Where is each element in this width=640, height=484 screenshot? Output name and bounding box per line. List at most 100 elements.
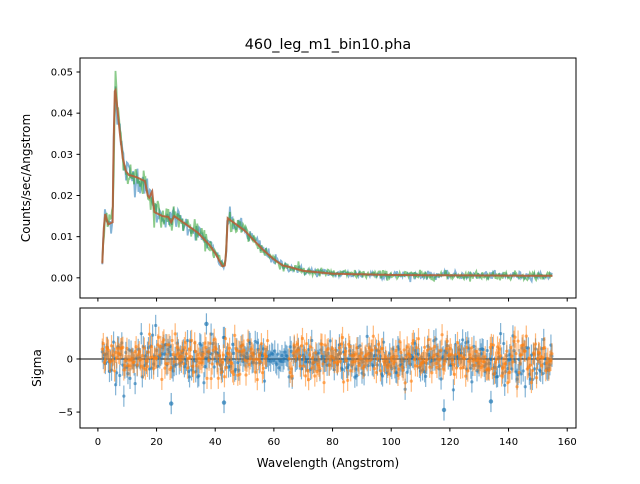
residuals_2-point (430, 362, 434, 384)
residuals_2-point (121, 336, 125, 358)
residuals_2-point (223, 327, 228, 350)
marker (534, 376, 539, 380)
marker (367, 346, 371, 350)
residuals_2-point (550, 343, 554, 365)
marker (244, 373, 248, 377)
top-y-tick-label: 0.00 (51, 273, 73, 284)
marker (172, 360, 176, 364)
residuals_2-point (543, 337, 547, 359)
marker (292, 343, 296, 347)
marker (395, 354, 399, 359)
residuals_2-point (205, 367, 209, 389)
residuals_2-point (533, 333, 538, 355)
residuals_2-point (403, 372, 407, 394)
marker (371, 334, 375, 338)
residuals_1-point (365, 325, 369, 347)
residuals_1-point (114, 374, 118, 396)
top-y-axis-label: Counts/sec/Angstrom (19, 114, 33, 242)
residuals_2-point (473, 354, 477, 377)
residuals_2-point (238, 363, 242, 385)
residuals_2-point (180, 340, 184, 362)
marker (435, 365, 439, 370)
residuals_2-point (323, 334, 327, 356)
residuals_2-point (320, 333, 324, 355)
residuals_2-point (207, 349, 211, 371)
outlier-point (441, 399, 447, 421)
marker (111, 340, 116, 344)
outlier-point (488, 390, 494, 413)
residuals_2-point (375, 348, 380, 370)
outlier-point (221, 391, 227, 414)
residuals_2-point (146, 341, 151, 363)
residuals_2-point (494, 348, 499, 370)
residuals_2-point (245, 350, 249, 372)
residuals_2-point (142, 337, 146, 359)
marker (499, 332, 503, 336)
residuals_2-point (172, 351, 176, 373)
residuals_2-point (440, 324, 444, 346)
x-tick-label: 60 (268, 437, 281, 448)
residuals_2-point (492, 363, 497, 385)
marker (429, 347, 433, 351)
residuals_2-point (287, 348, 291, 370)
top-y-tick-label: 0.05 (51, 67, 73, 78)
residuals_2-point (170, 329, 174, 352)
marker (438, 364, 442, 368)
marker (439, 377, 443, 381)
residuals_2-point (427, 328, 431, 351)
residuals_2-point (513, 326, 517, 348)
marker (312, 360, 316, 364)
marker (204, 321, 209, 327)
marker (300, 336, 305, 341)
marker (204, 345, 208, 350)
residuals_2-point (464, 365, 468, 387)
marker (169, 401, 174, 406)
marker (287, 357, 291, 361)
residuals_2-point (166, 352, 170, 375)
residuals_2-point (378, 360, 383, 382)
outlier-point (169, 392, 174, 415)
marker (208, 341, 212, 345)
marker (523, 385, 527, 389)
marker (529, 380, 534, 385)
marker (528, 363, 532, 367)
residuals_2-point (237, 340, 241, 362)
marker (232, 351, 236, 355)
marker (465, 345, 469, 350)
residuals_2-point (415, 355, 420, 377)
marker (401, 368, 405, 372)
residuals_2-point (214, 338, 218, 360)
top-axes-frame (79, 57, 577, 299)
marker (118, 373, 122, 378)
residuals_1-point (485, 339, 489, 362)
marker (440, 333, 444, 337)
marker (303, 374, 308, 378)
residuals_2-point (210, 353, 214, 375)
residuals_2-point (301, 355, 306, 377)
residuals_2-point (244, 364, 248, 386)
marker (298, 364, 303, 368)
marker (473, 363, 477, 368)
x-tick-label: 80 (326, 437, 339, 448)
marker (338, 359, 343, 363)
marker (470, 380, 474, 384)
marker (111, 353, 116, 357)
marker (181, 362, 185, 366)
residuals_2-point (155, 347, 159, 369)
residuals_2-point (504, 353, 508, 375)
marker (337, 346, 342, 350)
marker (333, 348, 337, 352)
residuals_1-point (439, 368, 443, 390)
residuals_2-point (318, 358, 322, 380)
residuals_2-point (514, 342, 518, 365)
residuals_1-point (502, 332, 506, 355)
marker (314, 351, 318, 355)
residuals_2-point (300, 327, 305, 350)
bottom-y-axis-label: Sigma (30, 349, 44, 387)
marker (513, 335, 517, 339)
marker (183, 340, 188, 344)
top-y-tick-label: 0.01 (51, 232, 73, 243)
residuals_1-point (451, 379, 455, 401)
marker (150, 333, 155, 337)
marker (380, 374, 385, 378)
